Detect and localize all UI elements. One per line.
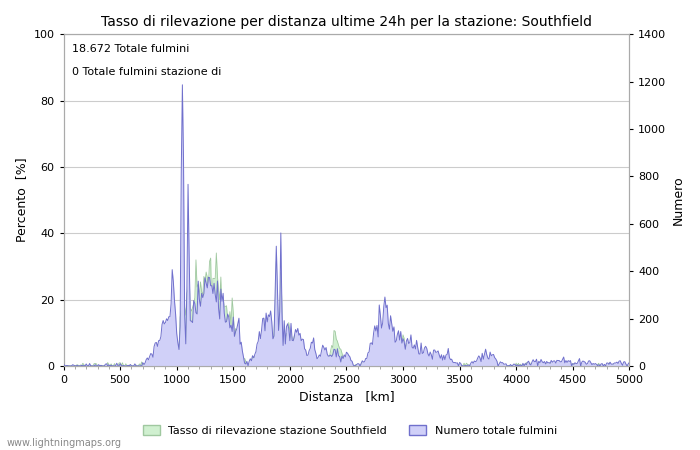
Text: www.lightningmaps.org: www.lightningmaps.org	[7, 438, 122, 448]
X-axis label: Distanza   [km]: Distanza [km]	[299, 391, 394, 404]
Text: 0 Totale fulmini stazione di: 0 Totale fulmini stazione di	[72, 68, 221, 77]
Title: Tasso di rilevazione per distanza ultime 24h per la stazione: Southfield: Tasso di rilevazione per distanza ultime…	[101, 15, 592, 29]
Y-axis label: Percento  [%]: Percento [%]	[15, 158, 28, 243]
Y-axis label: Numero: Numero	[672, 176, 685, 225]
Legend: Tasso di rilevazione stazione Southfield, Numero totale fulmini: Tasso di rilevazione stazione Southfield…	[139, 420, 561, 440]
Text: 18.672 Totale fulmini: 18.672 Totale fulmini	[72, 44, 190, 54]
